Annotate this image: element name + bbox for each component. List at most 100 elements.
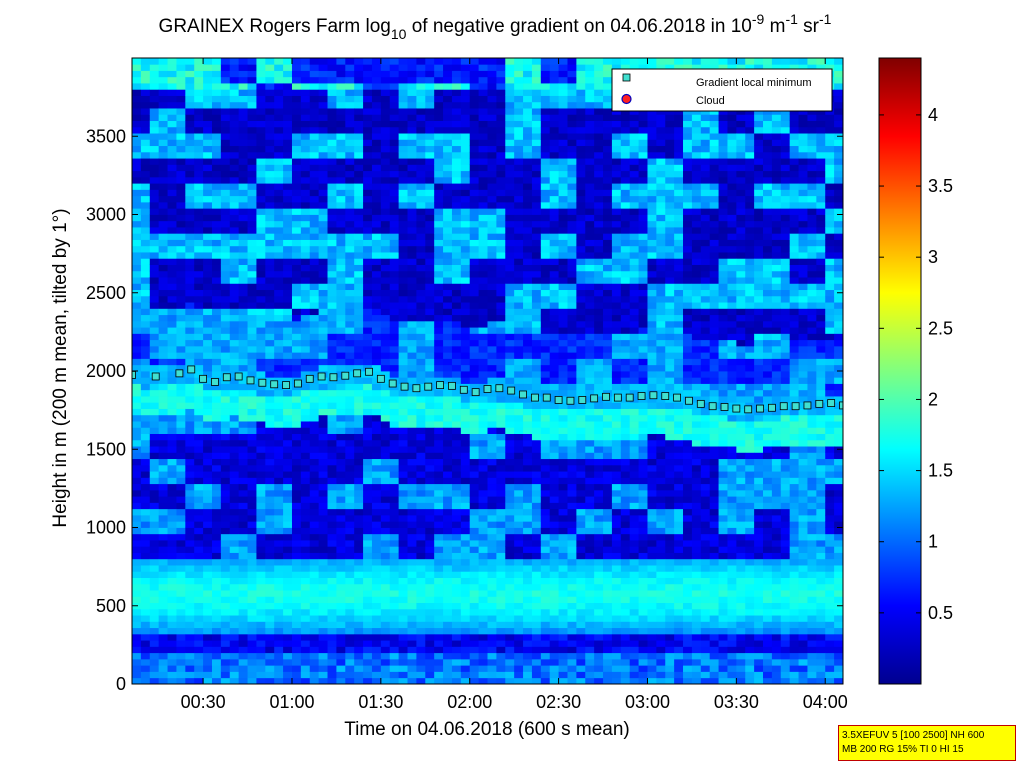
heatmap-cell xyxy=(540,108,551,115)
heatmap-cell xyxy=(487,352,497,359)
heatmap-cell xyxy=(247,658,257,666)
heatmap-cell xyxy=(371,408,382,416)
heatmap-cell xyxy=(371,239,382,247)
heatmap-cell xyxy=(229,283,240,291)
heatmap-cell xyxy=(389,640,400,647)
heatmap-cell xyxy=(345,302,355,309)
heatmap-cell xyxy=(434,58,444,65)
heatmap-cell xyxy=(229,358,240,366)
heatmap-cell xyxy=(247,458,257,466)
heatmap-cell xyxy=(505,640,515,647)
heatmap-cell xyxy=(540,665,551,672)
heatmap-cell xyxy=(149,458,160,466)
heatmap-cell xyxy=(514,502,524,510)
heatmap-cell xyxy=(460,377,471,384)
heatmap-cell xyxy=(487,433,497,441)
heatmap-cell xyxy=(247,164,257,172)
heatmap-cell xyxy=(398,95,408,103)
heatmap-cell xyxy=(549,640,559,647)
heatmap-cell xyxy=(389,195,400,203)
heatmap-cell xyxy=(363,327,373,334)
heatmap-cell xyxy=(300,189,311,197)
heatmap-cell xyxy=(345,258,355,265)
heatmap-cell xyxy=(567,640,577,647)
heatmap-cell xyxy=(460,402,471,409)
heatmap-cell xyxy=(238,183,248,190)
heatmap-cell xyxy=(176,327,186,334)
heatmap-cell xyxy=(336,421,346,428)
heatmap-cell xyxy=(274,320,284,328)
heatmap-cell xyxy=(478,158,488,165)
heatmap-cell xyxy=(211,583,222,591)
heatmap-cell xyxy=(336,201,346,209)
heatmap-cell xyxy=(505,446,515,453)
heatmap-cell xyxy=(247,565,257,572)
heatmap-cell xyxy=(549,602,559,610)
heatmap-cell xyxy=(478,151,488,159)
heatmap-cell xyxy=(309,252,320,259)
heatmap-cell xyxy=(300,283,311,291)
heatmap-cell xyxy=(194,627,204,635)
heatmap-cell xyxy=(176,320,186,328)
heatmap-cell xyxy=(523,590,533,597)
heatmap-cell xyxy=(460,201,471,209)
heatmap-cell xyxy=(451,527,462,535)
heatmap-cell xyxy=(265,327,275,334)
heatmap-cell xyxy=(514,176,524,184)
heatmap-cell xyxy=(460,158,471,165)
heatmap-cell xyxy=(185,583,195,591)
heatmap-cell xyxy=(256,640,266,647)
heatmap-cell xyxy=(283,577,293,585)
heatmap-cell xyxy=(549,58,559,65)
heatmap-cell xyxy=(460,283,471,291)
heatmap-cell xyxy=(132,220,142,228)
heatmap-cell xyxy=(487,170,497,178)
heatmap-cell xyxy=(318,133,328,140)
heatmap-cell xyxy=(185,170,195,178)
heatmap-cell xyxy=(345,627,355,635)
heatmap-cell xyxy=(514,76,524,84)
heatmap-cell xyxy=(158,245,168,253)
heatmap-cell xyxy=(318,446,328,453)
heatmap-cell xyxy=(425,364,435,372)
heatmap-cell xyxy=(256,546,266,553)
heatmap-cell xyxy=(540,652,551,660)
heatmap-cell xyxy=(540,201,551,209)
heatmap-cell xyxy=(203,352,213,359)
heatmap-cell xyxy=(531,521,542,528)
heatmap-cell xyxy=(229,446,240,453)
heatmap-cell xyxy=(505,496,515,503)
heatmap-cell xyxy=(140,333,151,341)
heatmap-cell xyxy=(327,477,337,485)
heatmap-cell xyxy=(558,158,568,165)
heatmap-cell xyxy=(354,383,364,391)
heatmap-cell xyxy=(327,308,337,316)
heatmap-cell xyxy=(291,521,302,528)
heatmap-cell xyxy=(407,277,417,284)
heatmap-cell xyxy=(211,402,222,409)
heatmap-cell xyxy=(469,139,480,147)
heatmap-cell xyxy=(229,464,240,472)
heatmap-cell xyxy=(371,621,382,629)
heatmap-cell xyxy=(487,314,497,322)
heatmap-cell xyxy=(389,652,400,660)
heatmap-cell xyxy=(158,658,168,666)
heatmap-cell xyxy=(523,608,533,616)
heatmap-cell xyxy=(336,508,346,516)
heatmap-cell xyxy=(487,665,497,672)
heatmap-cell xyxy=(354,64,364,71)
heatmap-cell xyxy=(398,258,408,265)
heatmap-cell xyxy=(167,151,177,159)
heatmap-cell xyxy=(345,596,355,604)
heatmap-cell xyxy=(558,427,568,434)
heatmap-cell xyxy=(327,277,337,284)
heatmap-cell xyxy=(265,371,275,378)
heatmap-cell xyxy=(416,189,426,197)
heatmap-cell xyxy=(558,252,568,259)
heatmap-cell xyxy=(247,439,257,447)
heatmap-cell xyxy=(327,565,337,572)
heatmap-cell xyxy=(523,414,533,422)
heatmap-cell xyxy=(354,540,364,547)
heatmap-cell xyxy=(309,421,320,428)
heatmap-cell xyxy=(425,258,435,265)
